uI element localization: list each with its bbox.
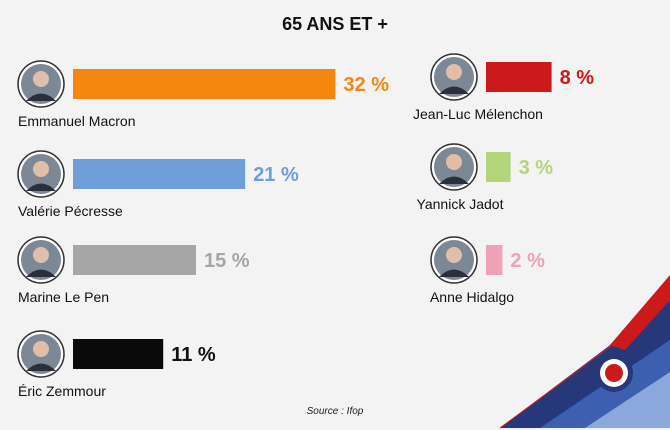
bar — [73, 159, 246, 189]
candidate-name: Marine Le Pen — [18, 289, 109, 305]
candidate-avatar — [430, 236, 478, 284]
candidate-row: 21 % Valérie Pécresse — [17, 150, 299, 219]
data-label: 21 % — [253, 164, 299, 186]
data-label: 32 % — [343, 74, 389, 96]
source-note: Source : Ifop — [307, 406, 364, 417]
data-label: 15 % — [204, 250, 250, 272]
bar — [486, 62, 552, 92]
bar — [486, 245, 503, 275]
candidate-avatar — [17, 236, 65, 284]
candidate-name: Anne Hidalgo — [430, 289, 514, 305]
candidate-row: 8 % Jean-Luc Mélenchon — [413, 53, 595, 122]
chart-title: 65 ANS ET + — [282, 14, 388, 34]
candidate-row: 3 % Yannick Jadot — [417, 143, 554, 212]
candidate-row: 2 % Anne Hidalgo — [430, 236, 545, 305]
candidate-avatar — [17, 150, 65, 198]
candidate-name: Jean-Luc Mélenchon — [413, 106, 543, 122]
candidate-row: 15 % Marine Le Pen — [17, 236, 250, 305]
bar — [73, 245, 196, 275]
bar — [73, 339, 164, 369]
tricolor-decoration — [499, 275, 670, 429]
candidate-name: Yannick Jadot — [417, 196, 504, 212]
bar — [486, 152, 511, 182]
candidate-name: Valérie Pécresse — [18, 203, 123, 219]
candidate-row: 32 % Emmanuel Macron — [17, 60, 389, 129]
candidate-avatar — [17, 330, 65, 378]
data-label: 3 % — [519, 157, 554, 179]
data-label: 11 % — [171, 344, 216, 366]
data-label: 8 % — [560, 67, 595, 89]
candidate-avatar — [17, 60, 65, 108]
bar — [73, 69, 336, 99]
candidate-name: Emmanuel Macron — [18, 113, 136, 129]
candidate-avatar — [430, 143, 478, 191]
candidate-name: Éric Zemmour — [18, 383, 106, 399]
candidate-row: 11 % Éric Zemmour — [17, 330, 216, 399]
data-label: 2 % — [510, 250, 545, 272]
candidate-avatar — [430, 53, 478, 101]
